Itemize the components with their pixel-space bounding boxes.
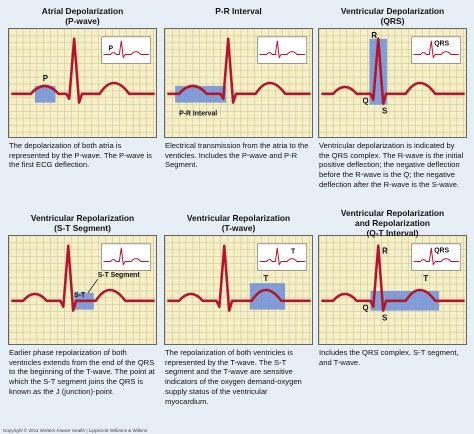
pointer-arrow	[87, 278, 99, 294]
ecg-graph: P-R Interval	[164, 28, 313, 138]
label-q: Q	[363, 304, 369, 313]
ecg-trace	[321, 37, 465, 105]
ecg-graph: S-T Segment S-T	[8, 235, 157, 345]
caption: Ventricular depolarization is indicated …	[319, 141, 464, 189]
label-r: R	[382, 247, 388, 256]
inset-ecg	[257, 243, 308, 271]
ecg-trace	[167, 244, 311, 312]
panel-st-segment: Ventricular Repolarization (S-T Segment)…	[8, 213, 157, 397]
panel-title: Ventricular Repolarization and Repolariz…	[318, 208, 467, 238]
caption: Electrical transmission from the atria t…	[165, 141, 309, 170]
caption: The repolarization of both ventricles is…	[165, 348, 302, 406]
panel-title: Atrial Depolarization (P-wave)	[8, 6, 157, 28]
inset-ecg	[411, 36, 462, 64]
title-line-1: Ventricular Depolarization	[340, 6, 445, 16]
title-line-1: Ventricular Repolarization	[340, 208, 445, 218]
label-r: R	[371, 31, 377, 40]
title-line-2: (QRS)	[380, 16, 405, 26]
panel-pr-interval: P-R Interval P-R Interval Electrical tra…	[164, 6, 313, 170]
title-line-1: Atrial Depolarization	[41, 6, 124, 16]
panel-t-wave: Ventricular Repolarization (T-wave) T T …	[164, 213, 313, 406]
highlight-region	[34, 85, 56, 103]
ecg-trace	[321, 244, 465, 312]
panel-p-wave: Atrial Depolarization (P-wave) P P The d…	[8, 6, 157, 170]
copyright-notice: Copyright © 2011 Wolters Kluwer Health |…	[3, 428, 148, 433]
title-line-2: (S-T Segment)	[54, 223, 111, 233]
label-st-segment: S-T Segment	[98, 272, 141, 279]
highlight-region	[175, 85, 227, 103]
caption: Earlier phase repolarization of both ven…	[9, 348, 155, 396]
inset-label-t: T	[291, 249, 296, 256]
label-st: S-T	[74, 292, 86, 299]
label-p: P	[43, 74, 48, 83]
label-pr-interval: P-R Interval	[179, 110, 217, 117]
title-line-3: (Q-T Interval)	[366, 228, 419, 238]
title-line-2: (T-wave)	[221, 223, 256, 233]
ecg-graph: P P	[8, 28, 157, 138]
caption: Includes the QRS complex, S-T segment, a…	[319, 348, 459, 367]
inset-label-p: P	[109, 46, 114, 53]
ecg-trace	[11, 244, 155, 312]
label-t: T	[264, 274, 269, 283]
grid-lines	[9, 29, 156, 137]
inset-ecg	[257, 36, 308, 64]
title-line-1: Ventricular Repolarization	[186, 213, 291, 223]
panel-title: Ventricular Depolarization (QRS)	[318, 6, 467, 28]
panel-title: P-R Interval	[164, 6, 313, 28]
panel-title: Ventricular Repolarization (S-T Segment)	[8, 213, 157, 235]
inset-ecg	[411, 243, 462, 271]
title-line-2: and Repolarization	[355, 218, 430, 228]
label-s: S	[382, 313, 387, 322]
caption: The depolarization of both atria is repr…	[9, 141, 152, 170]
label-q: Q	[363, 97, 369, 106]
ecg-graph: R QRS T Q S	[318, 235, 467, 345]
panel-qrs: Ventricular Depolarization (QRS) R Q S Q…	[318, 6, 467, 190]
inset-ecg	[101, 243, 152, 271]
ecg-graph: T T	[164, 235, 313, 345]
panel-qt-interval: Ventricular Repolarization and Repolariz…	[318, 208, 467, 367]
title-line-2: (P-wave)	[65, 16, 100, 26]
label-s: S	[382, 106, 387, 115]
panel-title: Ventricular Repolarization (T-wave)	[164, 213, 313, 235]
inset-label-qrs: QRS	[434, 41, 449, 48]
label-t: T	[423, 274, 428, 283]
ecg-trace	[167, 37, 311, 104]
title-line-1: P-R Interval	[215, 6, 262, 16]
ecg-graph: R Q S QRS	[318, 28, 467, 138]
inset-label-qrs: QRS	[434, 248, 449, 255]
title-line-1: Ventricular Repolarization	[30, 213, 135, 223]
ecg-trace	[11, 37, 155, 104]
inset-ecg	[101, 36, 152, 64]
